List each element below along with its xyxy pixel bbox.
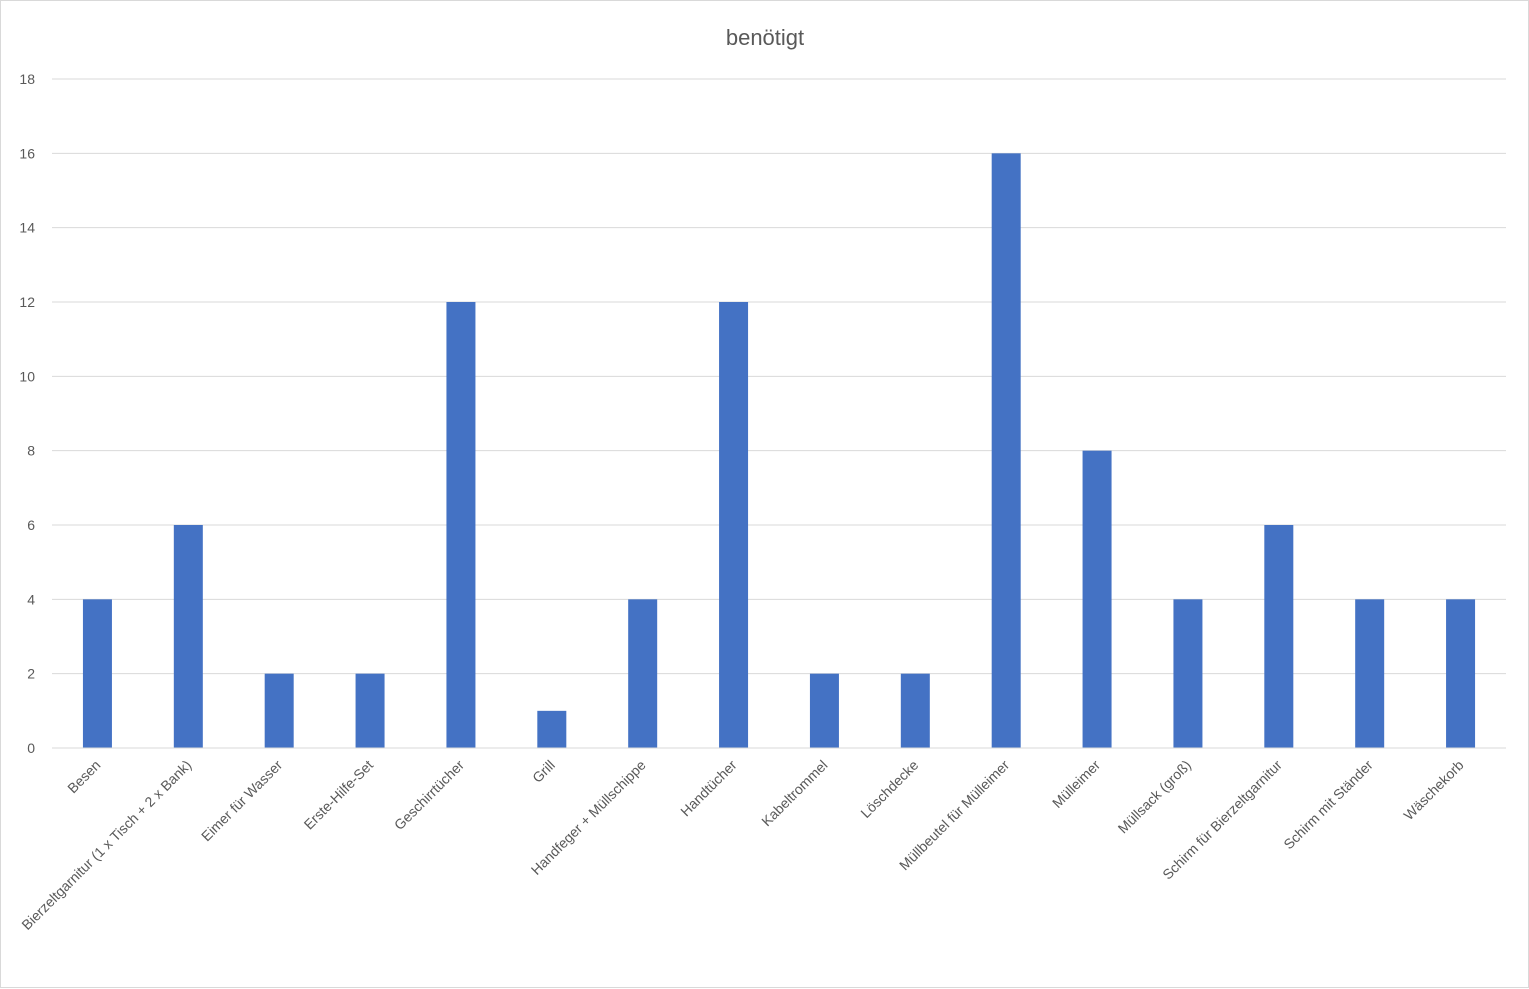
gridlines (52, 78, 1506, 675)
y-axis-tick-labels: 0 2 4 6 8 10 12 14 16 18 (19, 71, 35, 756)
x-category-label: Grill (529, 757, 558, 786)
y-tick-label: 10 (19, 368, 35, 384)
x-category-label: Löschdecke (857, 757, 921, 821)
x-category-label: Eimer für Wasser (198, 757, 286, 845)
bar (1355, 599, 1385, 748)
chart-title: benötigt (726, 25, 804, 50)
y-tick-label: 2 (27, 666, 35, 682)
bar (1446, 599, 1476, 748)
bar (900, 673, 930, 748)
x-category-label: Kabeltrommel (758, 757, 830, 829)
y-tick-label: 0 (27, 740, 35, 756)
bar (355, 673, 385, 748)
bar (537, 710, 567, 748)
x-category-label: Besen (64, 757, 103, 796)
bars (82, 153, 1476, 749)
x-category-label: Wäschekorb (1400, 757, 1466, 823)
bar (809, 673, 839, 748)
bar (82, 599, 112, 748)
bar (1173, 599, 1203, 748)
y-tick-label: 12 (19, 294, 35, 310)
y-tick-label: 18 (19, 71, 35, 87)
x-category-label: Schirm mit Ständer (1280, 757, 1376, 853)
bar (991, 153, 1021, 749)
y-tick-label: 14 (19, 220, 35, 236)
bar (446, 302, 476, 748)
y-tick-label: 8 (27, 443, 35, 459)
bar (1082, 450, 1112, 748)
bar (719, 302, 749, 748)
bar (1264, 525, 1294, 748)
y-tick-label: 16 (19, 145, 35, 161)
bar (173, 525, 203, 748)
bar (628, 599, 658, 748)
y-tick-label: 6 (27, 517, 35, 533)
x-category-label: Müllsack (groß) (1115, 757, 1195, 837)
x-category-label: Geschirrtücher (391, 757, 467, 833)
bar (264, 673, 294, 748)
x-category-label: Bierzeltgarnitur (1 x Tisch + 2 x Bank) (18, 757, 194, 933)
x-category-label: Mülleimer (1049, 757, 1103, 811)
x-category-label: Handtücher (677, 757, 740, 820)
x-category-label: Erste-Hilfe-Set (301, 757, 377, 833)
y-tick-label: 4 (27, 591, 35, 607)
